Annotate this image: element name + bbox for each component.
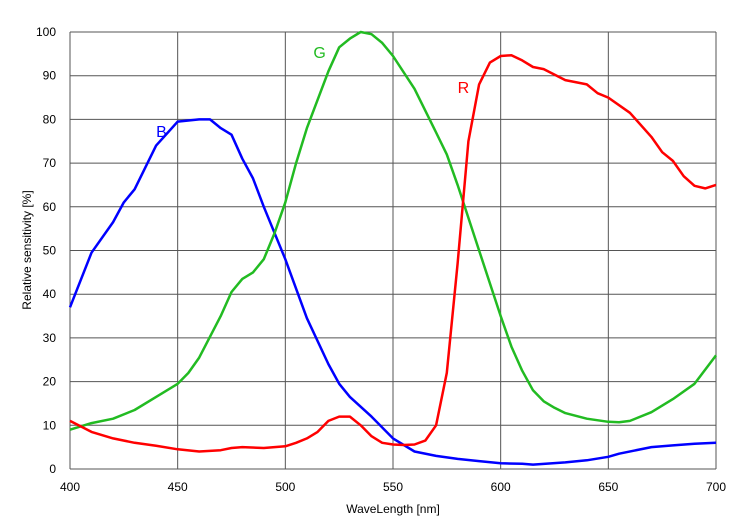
x-tick-label: 450 (168, 480, 188, 494)
y-axis-label: Relative sensitivity [%] (20, 190, 34, 309)
y-tick-label: 10 (43, 418, 57, 432)
y-tick-label: 40 (43, 287, 57, 301)
y-tick-label: 80 (43, 112, 57, 126)
series-B-line (68, 118, 717, 466)
y-tick-label: 90 (43, 69, 57, 83)
curves (68, 30, 717, 466)
y-tick-label: 70 (43, 156, 57, 170)
series-R-line (69, 53, 717, 453)
series-G-line (69, 30, 717, 431)
x-tick-label: 700 (706, 480, 726, 494)
series-labels: B G R (156, 45, 469, 141)
x-tick-label: 400 (60, 480, 80, 494)
grid (69, 31, 717, 470)
series-B-label: B (156, 124, 167, 141)
x-tick-label: 650 (598, 480, 618, 494)
y-tick-label: 50 (43, 244, 57, 258)
x-tick-label: 600 (491, 480, 511, 494)
tick-labels: 400 450 500 550 600 650 700 0 10 20 30 40 50 60 70 80 90… (36, 25, 726, 494)
y-tick-label: 60 (43, 200, 57, 214)
x-tick-label: 500 (275, 480, 295, 494)
series-R-label: R (458, 80, 470, 97)
x-tick-label: 550 (383, 480, 403, 494)
y-tick-label: 20 (43, 375, 57, 389)
y-tick-label: 100 (36, 25, 56, 39)
y-tick-label: 0 (49, 462, 56, 476)
y-tick-label: 30 (43, 331, 57, 345)
x-axis-label: WaveLength [nm] (346, 502, 440, 516)
series-G-label: G (313, 45, 325, 62)
